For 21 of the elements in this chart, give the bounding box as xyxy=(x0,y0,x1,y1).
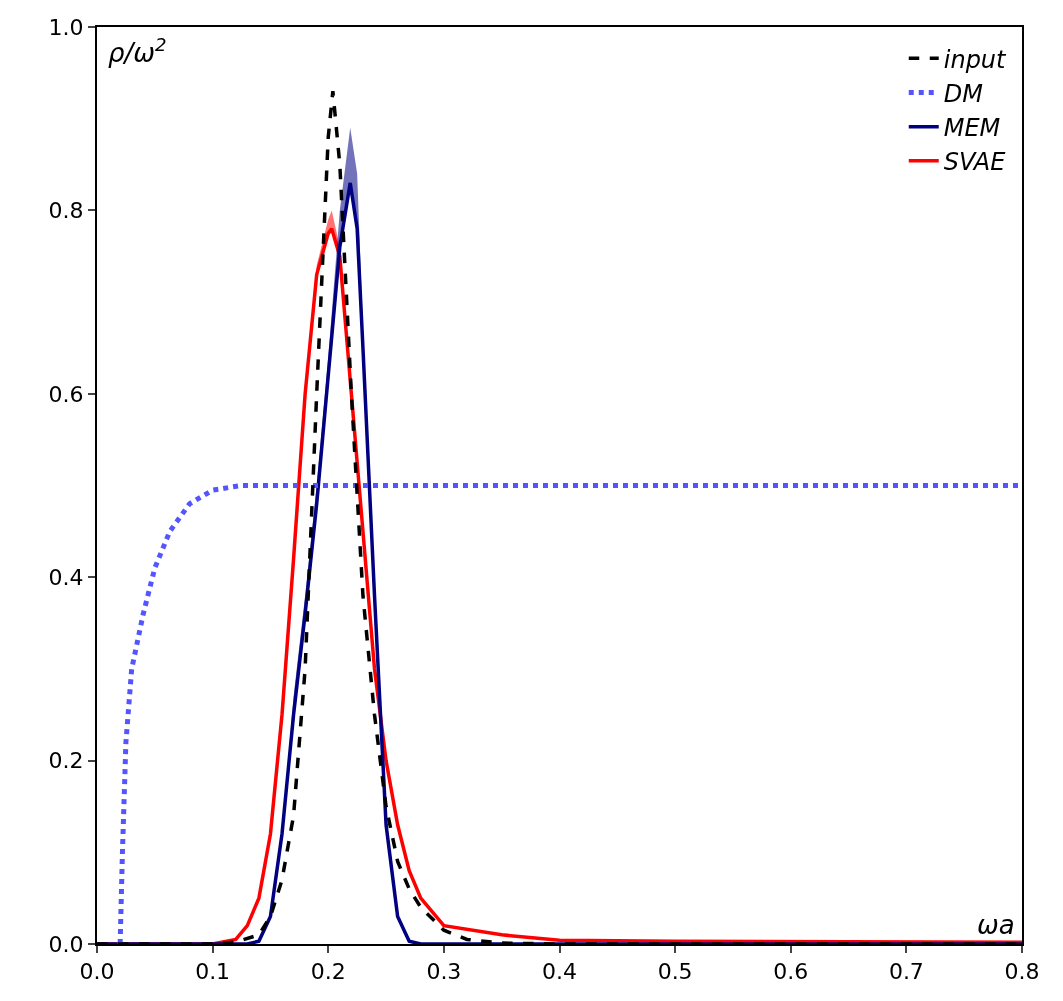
y-tick-label: 1.0 xyxy=(48,14,84,40)
x-tick-label: 0.8 xyxy=(1004,959,1040,985)
x-tick-label: 0.5 xyxy=(657,959,693,985)
x-axis-title: ωa xyxy=(977,910,1015,940)
legend-label: DM xyxy=(943,79,984,108)
x-tick-label: 0.2 xyxy=(310,959,346,985)
x-tick-label: 0.6 xyxy=(773,959,809,985)
y-tick-label: 0.2 xyxy=(48,748,84,774)
y-tick-label: 0.6 xyxy=(48,381,84,407)
x-tick-label: 0.3 xyxy=(426,959,462,985)
legend-label: input xyxy=(943,45,1008,74)
legend-label: MEM xyxy=(943,114,1001,143)
x-tick-label: 0.7 xyxy=(888,959,924,985)
y-tick-label: 0.4 xyxy=(48,564,84,590)
x-tick-label: 0.1 xyxy=(195,959,231,985)
x-tick-label: 0.4 xyxy=(542,959,577,985)
y-axis-title: ρ/ω$^{2}$ xyxy=(108,34,167,68)
y-tick-label: 0.0 xyxy=(48,931,84,957)
y-tick-label: 0.8 xyxy=(48,198,84,224)
x-tick-label: 0.0 xyxy=(79,959,115,985)
legend-label: SVAE xyxy=(943,148,1007,177)
